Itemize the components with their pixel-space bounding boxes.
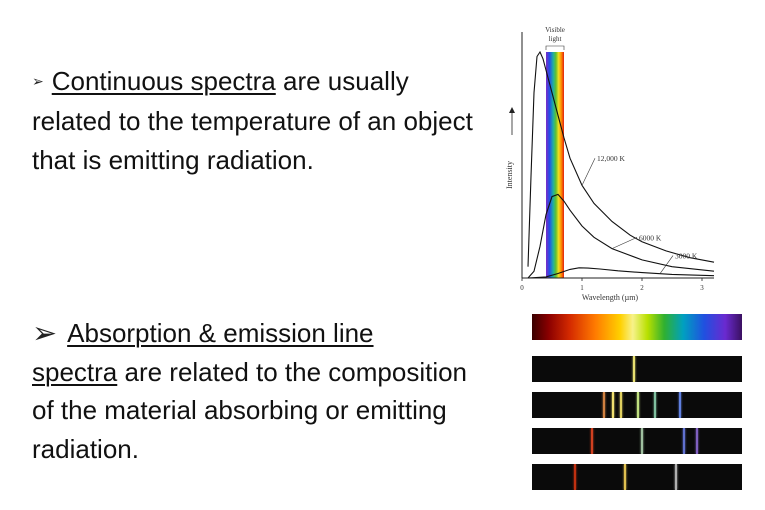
series-label: 6000 K [639, 233, 662, 242]
series-label: 12,000 K [597, 154, 626, 163]
spectral-line [632, 356, 635, 382]
line-spectrum-strip [532, 356, 742, 382]
term-continuous-spectra: Continuous spectra [51, 66, 276, 96]
line-spectrum-strip [532, 428, 742, 454]
bullet-2-text: are related to the composition of the ma… [32, 356, 468, 464]
spectral-line [683, 428, 686, 454]
y-arrowhead-icon [509, 107, 515, 113]
series-line [527, 267, 715, 279]
arrow-bullet-icon: ➢ [32, 317, 58, 350]
visible-light-bracket [545, 45, 565, 50]
visible-light-band [546, 52, 564, 278]
spectral-line [637, 392, 639, 418]
chart-series [527, 50, 715, 279]
term-line-spectra: spectra [32, 356, 118, 387]
series-line [527, 50, 715, 267]
x-tick-label: 1 [580, 284, 584, 292]
spectral-line [679, 392, 681, 418]
continuous-spectrum-strip [532, 314, 742, 340]
series-leader [581, 158, 596, 186]
x-axis-label: Wavelength (µm) [582, 293, 639, 302]
line-spectrum-strip [532, 464, 742, 490]
spectral-line [590, 428, 593, 454]
line-spectrum-strip [532, 392, 742, 418]
series-line [527, 193, 715, 279]
spectral-line [641, 428, 644, 454]
spectral-line [574, 464, 576, 490]
x-tick-label: 3 [700, 284, 704, 292]
spectra-panel [528, 312, 750, 496]
spectral-line [674, 464, 677, 490]
spectral-line [695, 428, 698, 454]
bullet-continuous-spectra: ➢ Continuous spectra are usually related … [32, 62, 482, 179]
series-leader [611, 237, 638, 249]
arrow-bullet-icon: ➢ [32, 72, 44, 89]
visible-light-label: Visible [545, 26, 565, 34]
blackbody-chart: 0 1 2 3 Wavelength (µm) Intensity Visiblelight… [505, 26, 715, 302]
spectral-line [620, 392, 623, 418]
spectral-line [603, 392, 606, 418]
series-leader [659, 255, 674, 274]
term-line-spectra-lead: Absorption & emission line [67, 318, 374, 348]
series-label: 3000 K [675, 252, 698, 261]
spectral-line [624, 464, 627, 490]
bullet-line-spectra: ➢ Absorption & emission line spectra are … [32, 314, 472, 468]
spectral-line [653, 392, 656, 418]
x-tick-label: 2 [640, 284, 644, 292]
y-axis-label: Intensity [505, 161, 514, 189]
x-tick-label: 0 [520, 284, 524, 292]
chart-labels: 12,000 K 6000 K 3000 K [581, 154, 698, 274]
visible-light-label: light [549, 35, 562, 43]
bullet-1-text: are usually related to the temperature o… [32, 66, 473, 175]
spectral-line [611, 392, 614, 418]
